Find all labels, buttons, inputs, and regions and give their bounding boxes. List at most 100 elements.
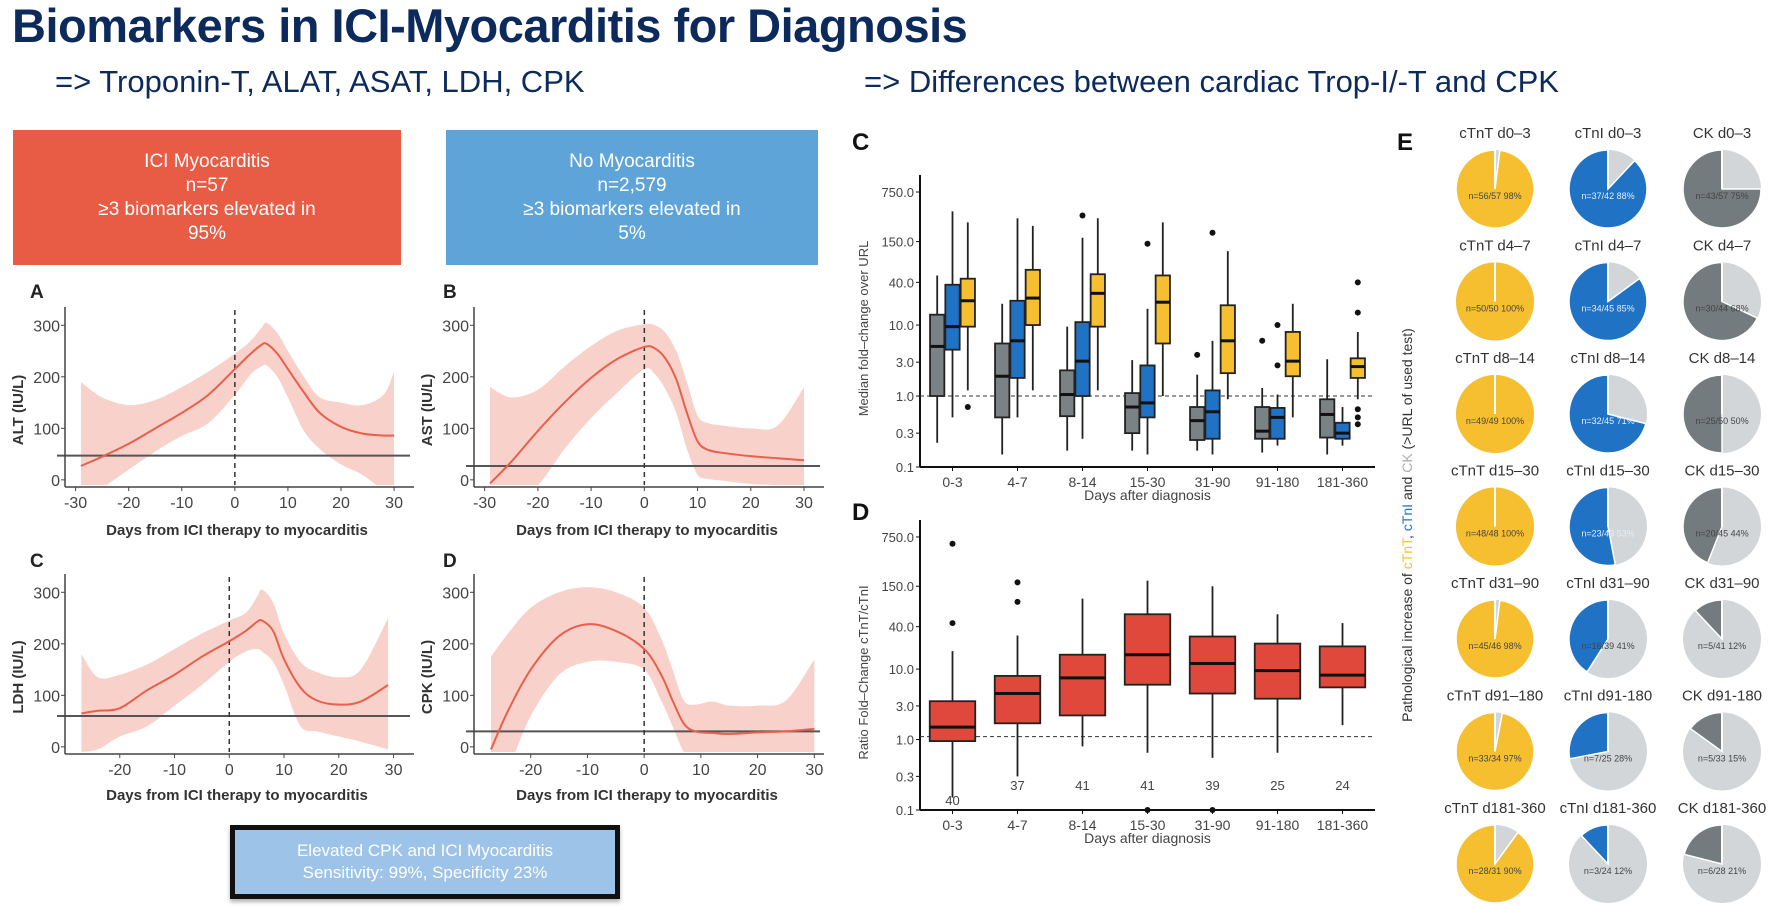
box-iqr — [944, 283, 961, 351]
pie-title: cTnI d4–7 — [1575, 238, 1642, 255]
pie-label: n=23/43 53% — [1581, 529, 1634, 539]
pie-chart: cTnI d15–30 n=23/43 53% — [1566, 463, 1650, 567]
y-tick-label: 200 — [442, 370, 469, 387]
box-ratio-15-30 — [1123, 580, 1172, 813]
x-tick-label: 30 — [805, 762, 823, 779]
box-iqr — [959, 277, 976, 328]
y-tick-label: 100 — [442, 688, 469, 705]
mean-curve — [80, 342, 395, 467]
pie-label: n=33/34 97% — [1468, 754, 1521, 764]
outlier-point — [1144, 807, 1151, 813]
x-tick-label: 181-360 — [1317, 474, 1369, 490]
pie-label: n=56/57 98% — [1468, 191, 1521, 201]
y-axis-label: Pathological increase of cTnT, cTnI and … — [1399, 328, 1415, 722]
pie-chart: cTnT d91–180 n=33/34 97% — [1447, 688, 1543, 792]
box-ratio-4-7 — [993, 579, 1042, 777]
x-tick-label: 20 — [330, 762, 348, 779]
pie-value-slice — [1568, 711, 1609, 760]
pie-chart: CK d181-360 n=6/28 21% — [1678, 800, 1766, 903]
pie-title: CK d8–14 — [1689, 350, 1756, 367]
box-iqr — [1219, 304, 1236, 375]
box-ck-181-360 — [1319, 359, 1336, 455]
mean-curve — [81, 619, 389, 715]
y-tick-label: 10.0 — [889, 662, 914, 677]
x-tick-label: 4-7 — [1007, 474, 1027, 490]
y-axis-label: Median fold–change over URL — [856, 241, 871, 417]
x-tick-label: 30 — [385, 762, 403, 779]
pie-chart: cTnT d8–14 n=49/49 100% — [1455, 350, 1535, 453]
box-ctnt-0-3 — [959, 222, 976, 411]
pie-title: CK d4–7 — [1693, 238, 1751, 255]
outlier-point — [1144, 240, 1151, 247]
line-chart-panel-A: A 0 100 200 300 -30 -20 -10 0 10 20 30 Days from ICI… — [10, 282, 414, 539]
pie-title: cTnI d31–90 — [1566, 575, 1649, 592]
x-tick-label: 91-180 — [1256, 474, 1300, 490]
outlier-point — [1354, 309, 1361, 316]
pie-label: n=3/24 12% — [1584, 866, 1632, 876]
no-box-line: 5% — [618, 222, 646, 244]
box-iqr — [1284, 331, 1301, 378]
count-label: 39 — [1205, 778, 1219, 793]
y-tick-label: 200 — [33, 637, 60, 654]
box-iqr — [993, 675, 1042, 725]
y-tick-label: 40.0 — [889, 620, 914, 635]
box-iqr — [1319, 398, 1336, 439]
box-ck-0-3 — [929, 275, 946, 443]
x-tick-label: 31-90 — [1195, 817, 1231, 833]
x-tick-label: -20 — [117, 495, 140, 512]
y-tick-label: 200 — [442, 637, 469, 654]
y-tick-label: 0 — [460, 473, 469, 490]
x-tick-label: 30 — [385, 495, 403, 512]
box-iqr — [1189, 406, 1206, 441]
box-ctni-8-14 — [1074, 212, 1091, 439]
cpk-box-line: Elevated CPK and ICI Myocarditis — [296, 841, 554, 860]
pie-label: n=7/25 28% — [1584, 754, 1632, 764]
outlier-point — [1354, 406, 1361, 413]
y-axis-label: AST (IU/L) — [419, 374, 436, 447]
panel-letter: E — [1397, 129, 1413, 156]
x-tick-label: 10 — [689, 495, 707, 512]
x-tick-label: -20 — [108, 762, 131, 779]
box-ctnt-181-360 — [1349, 279, 1366, 428]
pie-title: cTnT d4–7 — [1459, 238, 1530, 255]
box-ck-91-180 — [1254, 337, 1271, 453]
pie-title: cTnT d91–180 — [1447, 688, 1543, 705]
box-ctnt-8-14 — [1089, 218, 1106, 391]
pie-chart: cTnT d4–7 n=50/50 100% — [1456, 238, 1534, 341]
box-ratio-31-90 — [1188, 586, 1237, 813]
x-tick-label: 20 — [332, 495, 350, 512]
box-chart-panel-D: D 0.1 0.3 1.0 3.0 10.0 40.0 150.0 750.0 0-3 4-7 8-1… — [852, 499, 1375, 846]
x-tick-label: 4-7 — [1007, 817, 1027, 833]
x-tick-label: 0 — [230, 495, 239, 512]
box-iqr — [1318, 645, 1367, 689]
y-tick-label: 0 — [51, 473, 60, 490]
y-tick-label: 3.0 — [896, 355, 914, 370]
y-tick-label: 200 — [33, 370, 60, 387]
x-tick-label: 8-14 — [1068, 474, 1096, 490]
confidence-band — [489, 323, 805, 485]
outlier-point — [1274, 362, 1281, 369]
confidence-band — [80, 322, 395, 485]
box-iqr — [929, 313, 946, 397]
box-iqr — [1349, 357, 1366, 379]
y-axis-label: LDH (IU/L) — [10, 640, 27, 713]
x-tick-label: -20 — [519, 762, 542, 779]
outlier-point — [1259, 337, 1266, 344]
mean-curve — [489, 345, 805, 485]
x-tick-label: 0 — [640, 495, 649, 512]
box-iqr — [1269, 407, 1286, 440]
no-box-line: No Myocarditis — [569, 150, 695, 172]
ici-box-line: n=57 — [185, 174, 229, 196]
outlier-point — [1354, 421, 1361, 428]
pie-title: cTnT d15–30 — [1451, 463, 1539, 480]
cpk-box-line: Sensitivity: 99%, Specificity 23% — [302, 863, 548, 882]
pie-label: n=5/41 12% — [1698, 641, 1746, 651]
pie-chart: cTnI d8–14 n=32/45 71% — [1568, 350, 1647, 454]
x-tick-label: 30 — [795, 495, 813, 512]
pie-title: cTnI d15–30 — [1566, 463, 1649, 480]
box-ck-31-90 — [1189, 351, 1206, 451]
pie-label: n=16/39 41% — [1581, 641, 1634, 651]
y-tick-label: 100 — [33, 421, 60, 438]
box-iqr — [1139, 364, 1156, 419]
outlier-point — [1194, 351, 1201, 358]
